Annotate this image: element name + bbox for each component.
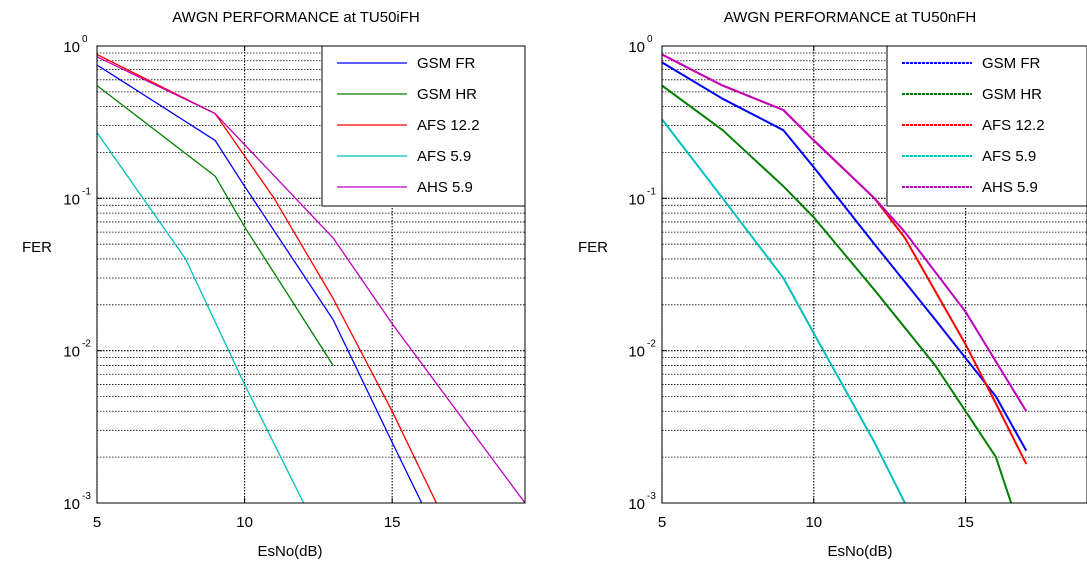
- y-tick-label: 10: [63, 344, 80, 361]
- y-tick-base: 10: [63, 344, 80, 361]
- legend-label: AFS 5.9: [417, 148, 471, 165]
- legend-label: AFS 5.9: [982, 148, 1036, 165]
- legend-box: [321, 45, 526, 207]
- y-tick-exponent: -1: [647, 186, 656, 197]
- legend-label: GSM FR: [417, 55, 475, 72]
- series-group: [97, 53, 525, 503]
- series-line-ahs-5-9: [97, 56, 525, 503]
- axes-frame: [661, 45, 1087, 504]
- legend-label: GSM HR: [982, 86, 1042, 103]
- series-line-afs-5-9: [662, 118, 906, 503]
- series-line-ahs-5-9: [662, 53, 1028, 412]
- y-tick-base: 10: [628, 39, 645, 56]
- legend: GSM FR GSM HR AFS 12.2 AFS 5.9 AHS 5.9: [886, 45, 1087, 207]
- y-tick-exponent: 0: [82, 34, 88, 45]
- x-tick-label: 5: [658, 514, 666, 531]
- y-tick-label: 10: [63, 39, 80, 56]
- legend-label: AFS 12.2: [982, 117, 1045, 134]
- y-tick-label: 10: [63, 496, 80, 513]
- chart-title: AWGN PERFORMANCE at TU50iFH: [172, 9, 420, 26]
- y-tick-base: 10: [628, 496, 645, 513]
- axes-frame: [96, 45, 526, 504]
- y-tick-base: 10: [63, 191, 80, 208]
- series-line-gsm-hr: [662, 84, 1013, 503]
- x-tick-label: 10: [236, 514, 253, 531]
- series-line-afs-5-9: [97, 132, 305, 503]
- grid: [96, 46, 525, 503]
- x-tick-label: 5: [93, 514, 101, 531]
- y-tick-exponent: -3: [647, 491, 656, 502]
- legend-label: AHS 5.9: [982, 179, 1038, 196]
- y-tick-base: 10: [628, 344, 645, 361]
- y-tick-label: 10: [628, 344, 645, 361]
- x-axis-label: EsNo(dB): [257, 543, 322, 560]
- legend-label: AFS 12.2: [417, 117, 480, 134]
- series-group: [662, 53, 1028, 503]
- x-axis-label: EsNo(dB): [827, 543, 892, 560]
- y-tick-exponent: -2: [647, 339, 656, 350]
- chart-title: AWGN PERFORMANCE at TU50nFH: [724, 9, 977, 26]
- y-axis-label: FER: [22, 239, 52, 256]
- legend: GSM FR GSM HR AFS 12.2 AFS 5.9 AHS 5.9: [321, 45, 526, 207]
- y-tick-exponent: -1: [82, 186, 91, 197]
- y-tick-base: 10: [63, 39, 80, 56]
- legend-label: AHS 5.9: [417, 179, 473, 196]
- y-tick-base: 10: [63, 496, 80, 513]
- x-tick-label: 15: [384, 514, 401, 531]
- y-tick-exponent: 0: [647, 34, 653, 45]
- series-line-gsm-fr: [97, 64, 423, 503]
- y-tick-label: 10: [628, 39, 645, 56]
- legend-label: GSM HR: [417, 86, 477, 103]
- y-tick-exponent: -2: [82, 339, 91, 350]
- y-tick-base: 10: [628, 191, 645, 208]
- x-tick-label: 10: [805, 514, 822, 531]
- y-tick-label: 10: [628, 191, 645, 208]
- y-axis-label: FER: [578, 239, 608, 256]
- legend-label: GSM FR: [982, 55, 1040, 72]
- x-tick-label: 15: [957, 514, 974, 531]
- y-tick-exponent: -3: [82, 491, 91, 502]
- y-tick-label: 10: [628, 496, 645, 513]
- series-line-gsm-hr: [97, 85, 334, 366]
- y-tick-label: 10: [63, 191, 80, 208]
